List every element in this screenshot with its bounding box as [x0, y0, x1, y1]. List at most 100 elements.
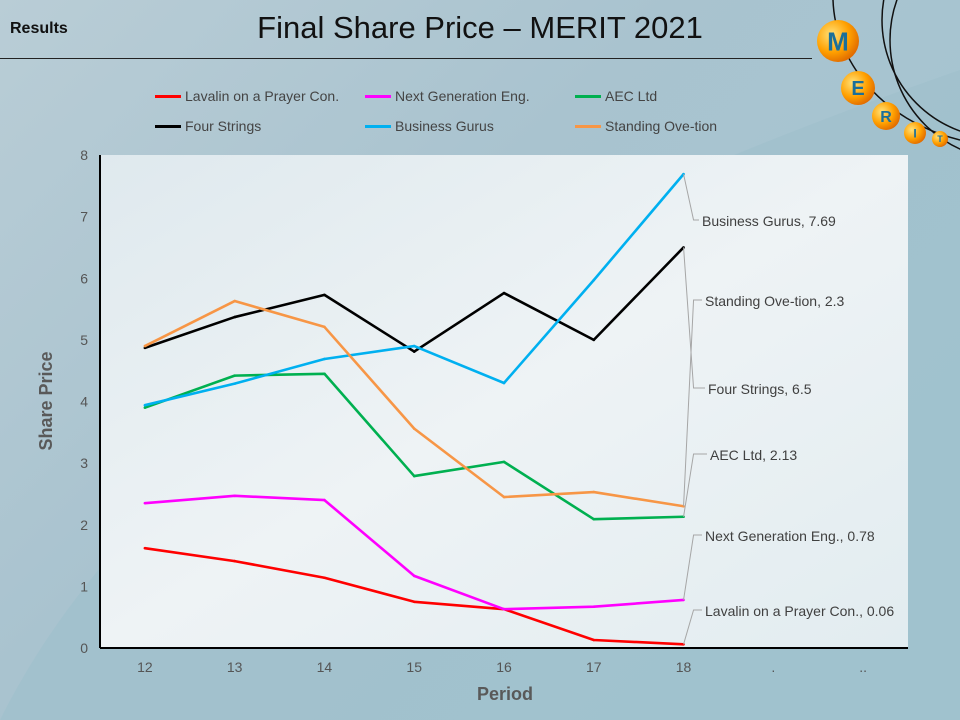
plot-area [100, 155, 908, 648]
legend-item: Standing Ove-tion [575, 118, 717, 134]
data-point [323, 325, 326, 329]
data-point [323, 293, 326, 297]
data-point [412, 344, 416, 348]
legend-label: Business Gurus [395, 118, 494, 134]
legend-label: AEC Ltd [605, 88, 658, 104]
x-tick-label: 12 [137, 659, 153, 675]
series-next-generation-eng- [143, 494, 685, 611]
leader-line [683, 453, 707, 517]
legend-swatch [155, 94, 181, 98]
logo-letter: T [937, 134, 943, 144]
y-tick-label: 6 [80, 270, 88, 286]
leader-line [683, 609, 702, 645]
legend-swatch [155, 124, 181, 128]
x-tick-label: 17 [586, 659, 602, 675]
legend-item: AEC Ltd [575, 88, 657, 104]
data-point [502, 607, 506, 611]
data-point [502, 291, 506, 295]
data-point [143, 546, 147, 550]
data-point [233, 374, 236, 377]
y-tick-label: 2 [80, 517, 88, 533]
decorative-arc [881, 0, 960, 132]
logo-ball [841, 71, 875, 105]
data-label: Next Generation Eng., 0.78 [705, 528, 875, 544]
data-point [233, 315, 236, 319]
page-title: Final Share Price – MERIT 2021 [257, 10, 703, 45]
legend-swatch [365, 124, 391, 128]
data-point [412, 474, 416, 478]
logo-letter: I [913, 126, 916, 140]
x-tick-label: .. [859, 659, 867, 675]
y-tick-label: 8 [80, 147, 88, 163]
data-point [412, 600, 416, 604]
logo-ball [872, 102, 900, 130]
y-tick-label: 0 [80, 640, 88, 656]
data-point [412, 427, 416, 430]
data-point [143, 501, 147, 505]
legend-label: Lavalin on a Prayer Con. [185, 88, 340, 104]
data-point [323, 498, 326, 502]
data-point [592, 517, 596, 521]
x-tick-label: 13 [227, 659, 243, 675]
y-tick-label: 1 [80, 578, 88, 594]
logo-ball [817, 20, 859, 62]
legend-item: Four Strings [155, 118, 261, 134]
data-point [502, 460, 506, 464]
logo-letter: R [880, 109, 892, 126]
data-point [592, 338, 596, 342]
data-point [412, 350, 416, 353]
x-tick-label: 14 [317, 659, 333, 675]
legend-label: Four Strings [185, 118, 262, 134]
series-business-gurus [143, 172, 685, 407]
logo-ball [932, 131, 948, 147]
legend-swatch [575, 124, 601, 128]
data-label: AEC Ltd, 2.13 [710, 447, 797, 463]
series-aec-ltd [143, 372, 685, 521]
data-point [323, 372, 326, 376]
y-tick-label: 5 [80, 332, 88, 348]
y-tick-label: 4 [80, 394, 88, 410]
legend-swatch [365, 94, 391, 98]
logo-letter: M [827, 26, 849, 56]
legend-label: Standing Ove-tion [605, 118, 718, 134]
x-axis-title: Period [477, 684, 533, 704]
leader-line [683, 247, 705, 389]
data-point [323, 576, 326, 580]
data-point [592, 490, 596, 494]
x-tick-label: 18 [676, 659, 692, 675]
data-point [143, 344, 147, 348]
data-point [233, 382, 236, 385]
x-tick-label: 15 [406, 659, 422, 675]
data-point [592, 605, 596, 609]
data-point [143, 403, 147, 407]
logo-letter: E [851, 78, 864, 100]
leader-line [683, 173, 699, 221]
x-tick-label: 16 [496, 659, 512, 675]
section-label: Results [10, 20, 68, 37]
data-point [233, 299, 236, 303]
data-point [323, 357, 326, 361]
legend-item: Business Gurus [365, 118, 494, 134]
leader-line [683, 534, 702, 601]
x-tick-label: . [771, 659, 775, 675]
legend-label: Next Generation Eng. [395, 88, 530, 104]
data-label: Business Gurus, 7.69 [702, 213, 836, 229]
data-point [502, 495, 506, 499]
title-divider [0, 58, 812, 59]
data-point [502, 381, 506, 385]
logo-ball [904, 122, 926, 144]
data-point [412, 574, 416, 578]
data-point [143, 346, 147, 350]
y-tick-label: 7 [80, 209, 88, 225]
data-point [233, 494, 236, 498]
data-point [233, 559, 236, 563]
data-point [143, 406, 147, 409]
legend-item: Lavalin on a Prayer Con. [155, 88, 339, 104]
y-axis-title: Share Price [36, 351, 56, 450]
data-point [592, 638, 596, 642]
legend-swatch [575, 94, 601, 98]
leader-line [683, 299, 702, 507]
data-point [592, 278, 596, 282]
